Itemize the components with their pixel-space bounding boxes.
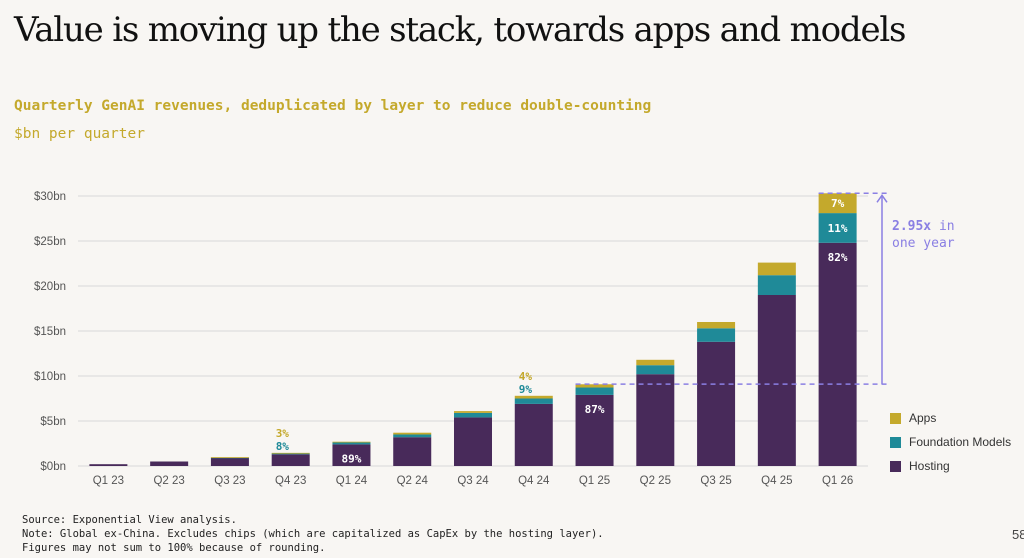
x-tick-label: Q2 25: [640, 475, 671, 487]
share-label-hosting: 82%: [828, 251, 848, 264]
chart-legend: Apps Foundation Models Hosting: [890, 406, 1011, 478]
bar-segment-hosting: [575, 394, 614, 466]
bar-segment-apps: [697, 322, 736, 329]
share-label-apps: 4%: [519, 370, 533, 383]
chart-units: $bn per quarter: [14, 126, 145, 142]
x-tick-label: Q3 23: [214, 475, 245, 487]
bar-segment-foundation-models: [575, 387, 614, 395]
chart-subtitle: Quarterly GenAI revenues, deduplicated b…: [14, 98, 652, 114]
page-title: Value is moving up the stack, towards ap…: [14, 10, 906, 50]
bar-segment-hosting: [150, 461, 189, 466]
legend-item-foundation-models: Foundation Models: [890, 430, 1011, 454]
y-tick-label: $10bn: [34, 371, 66, 383]
bar-segment-apps: [514, 395, 553, 399]
x-tick-label: Q2 24: [397, 475, 429, 487]
share-label-hosting: 87%: [585, 403, 605, 416]
bar-segment-apps: [636, 359, 675, 366]
growth-period-label: one year: [892, 236, 955, 251]
bar-segment-foundation-models: [636, 365, 675, 375]
bar-segment-foundation-models: [514, 398, 553, 404]
bar-segment-apps: [818, 193, 857, 214]
bar-segment-foundation-models: [757, 275, 796, 295]
x-tick-label: Q3 25: [700, 475, 731, 487]
y-tick-label: $15bn: [34, 326, 66, 338]
footnote-note: Note: Global ex-China. Excludes chips (w…: [22, 528, 604, 540]
footnotes: Source: Exponential View analysis. Note:…: [22, 513, 604, 555]
legend-item-apps: Apps: [890, 406, 1011, 430]
growth-multiplier-value: 2.95x: [892, 219, 931, 234]
legend-label-foundation-models: Foundation Models: [909, 435, 1012, 449]
growth-multiplier-label: 2.95x in: [892, 219, 955, 234]
x-tick-label: Q1 23: [93, 475, 124, 487]
share-label-foundation-models: 8%: [276, 440, 290, 453]
bar-segment-apps: [575, 384, 614, 388]
bar-segment-hosting: [697, 341, 736, 466]
bar-segment-foundation-models: [271, 453, 310, 455]
bar-segment-hosting: [757, 295, 796, 466]
bar-segment-hosting: [454, 417, 492, 466]
legend-swatch-foundation-models: [890, 436, 901, 448]
y-tick-label: $5bn: [40, 416, 66, 428]
bar-segment-hosting: [393, 437, 432, 466]
bar-segment-hosting: [89, 464, 128, 466]
x-tick-label: Q1 26: [822, 475, 853, 487]
y-tick-label: $30bn: [34, 191, 66, 203]
growth-multiplier-suffix: in: [931, 219, 954, 234]
bar-segment-apps: [757, 262, 796, 276]
footnote-source: Source: Exponential View analysis.: [22, 514, 237, 526]
bar-segment-hosting: [514, 403, 553, 466]
bar-segment-apps: [393, 432, 432, 435]
share-label-apps: 7%: [831, 197, 845, 210]
y-tick-label: $20bn: [34, 281, 66, 293]
share-label-apps: 3%: [276, 427, 290, 440]
bar-segment-foundation-models: [332, 442, 371, 445]
bar-segment-apps: [271, 452, 310, 454]
bar-segment-hosting: [636, 374, 675, 466]
bar-segment-foundation-models: [697, 328, 736, 342]
x-tick-label: Q4 25: [761, 475, 792, 487]
bar-segment-apps: [332, 441, 371, 443]
bar-segment-foundation-models: [818, 213, 857, 243]
stacked-bar-chart: $0bn $5bn $10bn $15bn $20bn $25bn $30bn Q1 23 Q2…: [34, 191, 955, 487]
bar-segment-hosting: [210, 457, 249, 466]
x-tick-label: Q4 24: [518, 475, 550, 487]
x-tick-label: Q2 23: [153, 475, 184, 487]
legend-label-apps: Apps: [909, 411, 937, 425]
y-tick-label: $25bn: [34, 236, 66, 248]
bar-segment-hosting: [271, 454, 310, 466]
y-tick-label: $0bn: [40, 461, 66, 473]
footnote-rounding: Figures may not sum to 100% because of r…: [22, 542, 326, 554]
x-tick-label: Q1 24: [336, 475, 368, 487]
bar-segment-apps: [210, 457, 249, 458]
bar-segment-hosting: [818, 242, 857, 466]
legend-swatch-hosting: [890, 460, 901, 472]
bar-segment-foundation-models: [393, 434, 432, 438]
share-label-hosting: 89%: [342, 452, 362, 465]
bar-segment-hosting: [332, 444, 371, 466]
legend-item-hosting: Hosting: [890, 454, 1011, 478]
legend-swatch-apps: [890, 412, 901, 424]
share-label-foundation-models: 11%: [828, 222, 848, 235]
x-tick-label: Q1 25: [579, 475, 610, 487]
bar-segment-apps: [454, 411, 492, 413]
share-label-foundation-models: 9%: [519, 383, 533, 396]
legend-label-hosting: Hosting: [909, 459, 950, 473]
x-tick-label: Q3 24: [457, 475, 489, 487]
page-number: 58: [1012, 527, 1024, 542]
growth-arrow-head-icon: [876, 194, 888, 203]
x-tick-label: Q4 23: [275, 475, 306, 487]
bar-segment-foundation-models: [454, 412, 492, 418]
